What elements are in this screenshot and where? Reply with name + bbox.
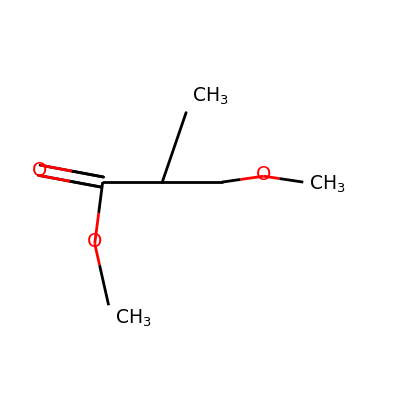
Text: CH$_3$: CH$_3$ <box>114 307 151 328</box>
Text: CH$_3$: CH$_3$ <box>309 174 346 195</box>
Text: CH$_3$: CH$_3$ <box>192 85 229 107</box>
Text: O: O <box>32 161 47 180</box>
Text: O: O <box>87 232 102 251</box>
Text: O: O <box>256 165 271 184</box>
